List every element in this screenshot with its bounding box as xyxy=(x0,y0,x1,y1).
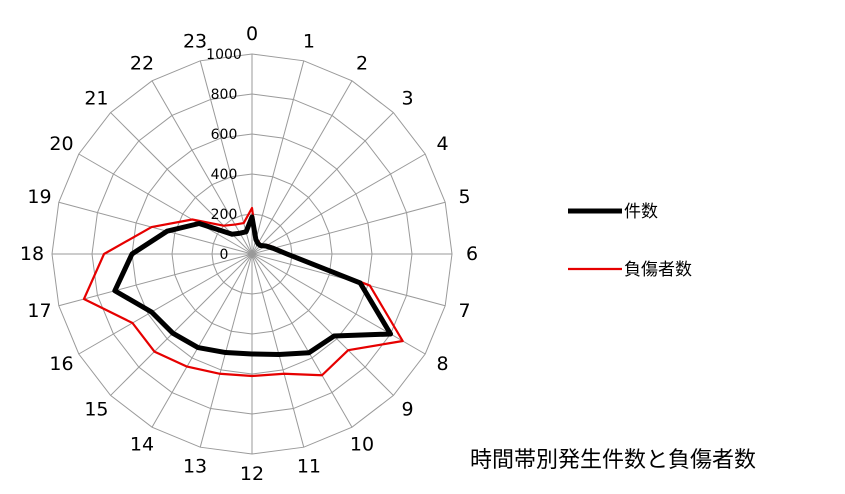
hour-label: 20 xyxy=(49,133,73,155)
radial-tick-label: 0 xyxy=(220,247,229,263)
hour-label: 17 xyxy=(27,300,51,322)
series-line-0 xyxy=(112,214,394,357)
grid-spoke xyxy=(58,253,253,307)
grid-spoke xyxy=(251,201,446,255)
grid-spoke xyxy=(251,80,353,255)
hour-label: 12 xyxy=(240,463,264,485)
hour-label: 4 xyxy=(436,133,448,155)
legend-label-count: 件数 xyxy=(624,202,658,222)
grid-spoke xyxy=(251,112,394,255)
hour-label: 3 xyxy=(402,87,414,109)
grid-spoke xyxy=(251,253,305,448)
grid-spoke xyxy=(110,253,253,396)
radial-tick-label: 600 xyxy=(211,127,238,143)
grid-spoke xyxy=(58,201,253,255)
series-layer xyxy=(82,206,404,378)
hour-label: 11 xyxy=(297,456,321,478)
grid-spoke xyxy=(78,153,253,255)
grid-spoke xyxy=(251,253,353,428)
hour-label: 6 xyxy=(466,243,478,265)
hour-label: 10 xyxy=(350,434,374,456)
grid-spoke xyxy=(251,253,426,355)
hour-label: 15 xyxy=(84,399,108,421)
hour-label: 16 xyxy=(49,353,73,375)
hour-label: 19 xyxy=(27,186,51,208)
hour-label: 18 xyxy=(20,243,44,265)
grid-spoke xyxy=(151,253,253,428)
radial-tick-labels: 0 200 400 600 800 1000 xyxy=(206,47,242,263)
hour-label: 7 xyxy=(458,300,470,322)
hour-label: 21 xyxy=(84,87,108,109)
legend: 件数 負傷者数 xyxy=(568,202,692,280)
radial-tick-label: 800 xyxy=(211,87,238,103)
hour-label: 9 xyxy=(402,399,414,421)
grid-spoke xyxy=(251,153,426,255)
hour-label: 1 xyxy=(303,30,315,52)
hour-label: 14 xyxy=(130,434,154,456)
legend-label-injured: 負傷者数 xyxy=(624,260,692,280)
hour-label: 5 xyxy=(458,186,470,208)
hour-label: 8 xyxy=(436,353,448,375)
hour-label: 0 xyxy=(246,23,258,45)
chart-title: 時間帯別発生件数と負傷者数 xyxy=(470,448,757,473)
hour-label: 13 xyxy=(183,456,207,478)
grid-spoke xyxy=(251,60,305,255)
grid-spoke xyxy=(78,253,253,355)
hour-label: 2 xyxy=(356,52,368,74)
hour-label: 22 xyxy=(130,52,154,74)
grid-spoke xyxy=(251,253,394,396)
radial-tick-label: 200 xyxy=(211,207,238,223)
radar-grid xyxy=(51,53,453,455)
radial-tick-label: 400 xyxy=(211,167,238,183)
radial-tick-label: 1000 xyxy=(206,47,242,63)
hour-label: 23 xyxy=(183,30,207,52)
